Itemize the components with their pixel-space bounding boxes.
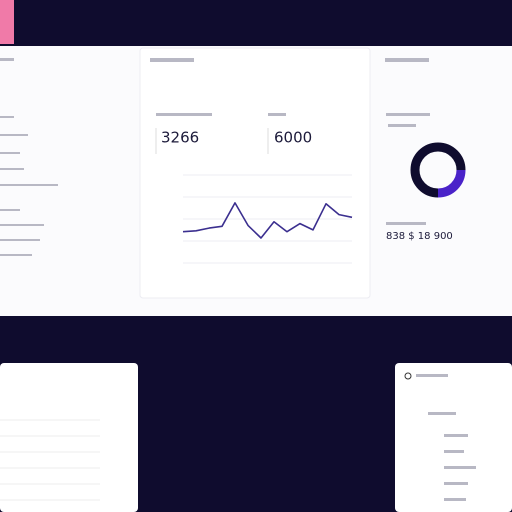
accent: [0, 0, 14, 44]
side-title: [385, 58, 429, 62]
side-label: [388, 124, 416, 127]
side-label: [386, 113, 430, 116]
line: [182, 202, 353, 239]
stat-label: [268, 113, 286, 116]
sidebar: [0, 58, 58, 256]
list-label: [428, 412, 456, 415]
bottom-card: [395, 363, 512, 512]
line-chart: [182, 202, 353, 239]
donut-segment: [437, 169, 466, 198]
chart-grid: [183, 174, 352, 264]
card-title: [150, 58, 194, 62]
card: [139, 47, 371, 299]
list-item: [444, 466, 476, 469]
stat-value: 3266: [161, 129, 199, 147]
list-item: [444, 450, 464, 453]
side-label: [386, 222, 426, 225]
stat-label: [156, 113, 212, 116]
donut-chart: [410, 142, 466, 198]
icon: [404, 372, 412, 380]
list-item: [444, 498, 466, 501]
bottom-card: [0, 363, 138, 512]
card-title: [416, 374, 448, 377]
list-item: [444, 434, 468, 437]
donut-segment: [410, 142, 466, 198]
stat-value: 6000: [274, 129, 312, 147]
side-value: 838 $ 18 900: [386, 231, 453, 242]
list-rows: [0, 419, 100, 501]
list-item: [444, 482, 468, 485]
